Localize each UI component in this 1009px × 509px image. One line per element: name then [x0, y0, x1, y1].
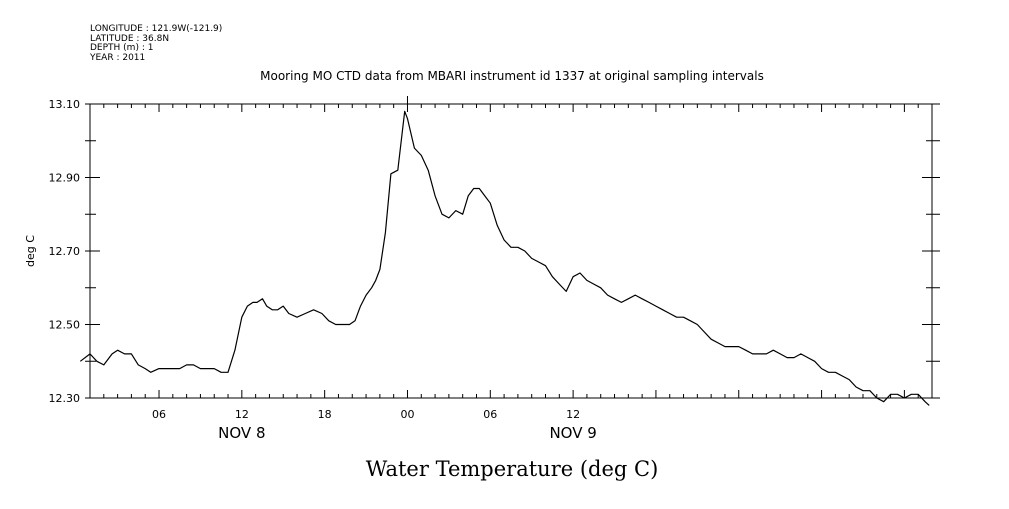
x-tick-label: 06 [152, 408, 166, 421]
x-tick-label: 18 [318, 408, 332, 421]
x-axis-label: Water Temperature (deg C) [366, 457, 659, 481]
chart-title: Mooring MO CTD data from MBARI instrumen… [260, 69, 764, 83]
x-tick-label: 06 [483, 408, 497, 421]
y-tick-label: 12.70 [49, 245, 81, 258]
meta-year: YEAR : 2011 [89, 53, 145, 63]
x-tick-label: 12 [566, 408, 580, 421]
plot-frame [89, 103, 933, 399]
axis-ticks: 06 12 18 00 06 12 NOV 8 NOV 9 12.30 12.50 12.70 12.… [49, 96, 940, 442]
y-tick-label: 12.90 [49, 172, 81, 185]
meta-longitude: LONGITUDE : 121.9W(-121.9) [90, 24, 222, 34]
y-tick-label: 12.30 [49, 392, 81, 405]
series-group [79, 110, 930, 406]
y-axis-label: deg C [24, 235, 37, 267]
x-tick-label: 12 [235, 408, 249, 421]
meta-depth: DEPTH (m) : 1 [90, 43, 153, 53]
x-date-label: NOV 9 [549, 424, 596, 442]
x-date-label: NOV 8 [218, 424, 265, 442]
y-tick-label: 12.50 [49, 319, 81, 332]
x-tick-label: 00 [400, 408, 414, 421]
metadata-block: LONGITUDE : 121.9W(-121.9) LATITUDE : 36… [89, 24, 222, 63]
series-line [79, 110, 930, 406]
meta-latitude: LATITUDE : 36.8N [90, 34, 169, 44]
y-tick-label: 13.10 [49, 98, 81, 111]
